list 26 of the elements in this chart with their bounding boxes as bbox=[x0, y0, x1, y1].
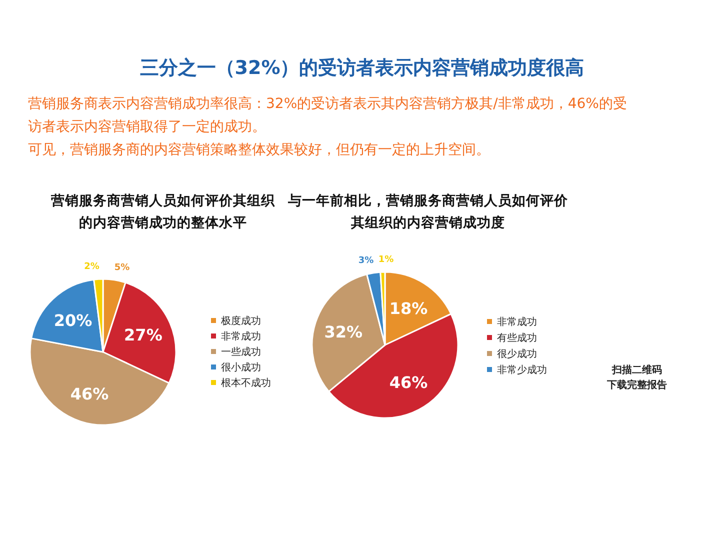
text: 扫描二维码 bbox=[611, 364, 662, 376]
legend-label: 极度成功 bbox=[220, 315, 261, 327]
text: 三分之一（32%）的受访者表示内容营销成功度很高 bbox=[140, 57, 584, 79]
legend-label: 很小成功 bbox=[221, 362, 261, 374]
data-label: 32% bbox=[324, 322, 362, 342]
data-label: 1% bbox=[378, 255, 394, 266]
data-label: 46% bbox=[70, 384, 109, 404]
text: 可见，营销服务商的内容营销策略整体效果较好，但仍有一定的上升空间。 bbox=[28, 142, 490, 158]
data-label: 2% bbox=[84, 262, 100, 272]
legend-label: 一些成功 bbox=[221, 346, 261, 358]
legend-label: 非常成功 bbox=[221, 330, 261, 342]
data-label: 18% bbox=[389, 299, 428, 318]
data-label: 27% bbox=[124, 326, 162, 345]
legend-label: 非常少成功 bbox=[497, 364, 547, 376]
chart-title: 营销服务商营销人员如何评价其组织的内容营销成功的整体水平 bbox=[50, 192, 276, 231]
text: 下载完整报告 bbox=[606, 379, 667, 391]
data-label: 3% bbox=[358, 256, 374, 266]
data-label: 46% bbox=[389, 372, 428, 392]
chart-title: 与一年前相比，营销服务商营销人员如何评价其组织的内容营销成功度 bbox=[287, 192, 569, 231]
legend-label: 根本不成功 bbox=[221, 377, 271, 389]
data-label: 20% bbox=[54, 311, 92, 330]
legend-label: 很少成功 bbox=[497, 348, 537, 360]
legend-label: 非常成功 bbox=[497, 316, 537, 328]
text: 营销服务商表示内容营销成功率很高：32%的受访者表示其内容营销方极其/非常成功，46%的受访者表示内容营销取得了一定的成功。 bbox=[28, 96, 627, 135]
data-label: 5% bbox=[114, 263, 130, 274]
legend-label: 有些成功 bbox=[497, 332, 537, 344]
